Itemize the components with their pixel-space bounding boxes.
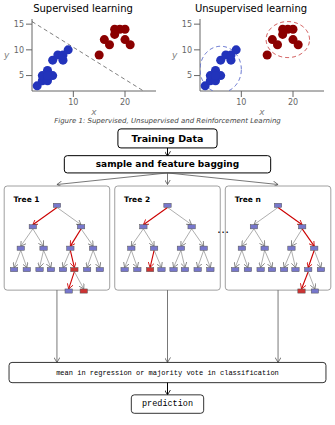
svg-text:20: 20 [120,98,130,107]
svg-text:sample and feature bagging: sample and feature bagging [96,159,239,169]
svg-text:y: y [171,50,178,60]
html-text:Figure 1: Supervised, Unsuperv: Figure 1: Supervised, Unsupervised and R… [54,117,281,125]
svg-text:10: 10 [14,46,24,55]
svg-text:x: x [258,107,265,115]
svg-text:⋯: ⋯ [217,225,229,239]
svg-text:Training Data: Training Data [132,132,204,143]
svg-text:15: 15 [182,20,192,29]
html-text:Unsupervised learning: Unsupervised learning [194,3,308,14]
html-text:Supervised learning: Supervised learning [33,3,133,14]
svg-text:10: 10 [236,98,246,107]
svg-text:x: x [90,107,97,115]
svg-text:20: 20 [288,98,298,107]
svg-text:15: 15 [14,20,24,29]
svg-text:y: y [8,50,10,60]
svg-text:5: 5 [187,71,192,80]
svg-text:mean in regression or majority: mean in regression or majority vote in c… [56,368,279,376]
svg-text:10: 10 [182,46,192,55]
svg-text:5: 5 [19,71,24,80]
svg-text:Tree n: Tree n [235,195,261,204]
svg-text:Tree 2: Tree 2 [124,195,150,204]
svg-text:Tree 1: Tree 1 [14,195,40,204]
svg-text:prediction: prediction [142,399,193,409]
svg-text:10: 10 [68,98,78,107]
